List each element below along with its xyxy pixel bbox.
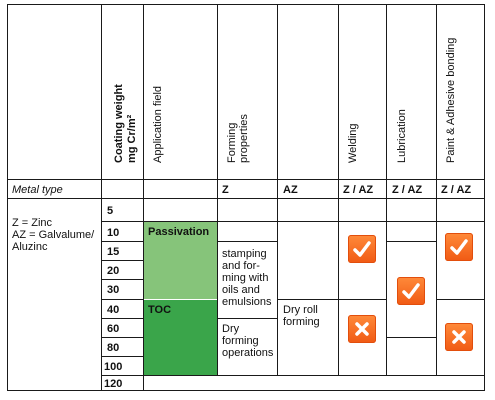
passivation-label: Passivation	[148, 226, 210, 238]
coating-weight-100: 100	[104, 361, 123, 373]
legend-galvalume: AZ = Galvalume/	[12, 229, 95, 241]
coating-weight-30: 30	[107, 284, 120, 296]
coating-weight-20: 20	[107, 265, 120, 277]
cross-icon	[445, 323, 473, 351]
coating-weight-5: 5	[107, 205, 114, 217]
legend-aluzinc: Aluzinc	[12, 241, 48, 253]
header-paint-adhesive: Paint & Adhesive bonding	[445, 37, 457, 163]
coating-weight-80: 80	[107, 342, 120, 354]
legend-zinc: Z = Zinc	[12, 217, 53, 229]
coating-weight-60: 60	[107, 323, 120, 335]
forming-az-label: AZ	[283, 184, 298, 196]
header-lubrication: Lubrication	[396, 109, 408, 163]
forming-z-label: Z	[222, 184, 229, 196]
lubrication-metal-label: Z / AZ	[392, 184, 423, 196]
toc-block	[144, 300, 217, 375]
forming-az-text: Dry roll forming	[283, 304, 320, 328]
coating-weight-15: 15	[107, 246, 120, 258]
header-application-field: Application field	[152, 85, 164, 163]
passivation-block	[144, 222, 217, 299]
metal-type-label: Metal type	[12, 184, 63, 196]
check-icon	[397, 277, 425, 305]
forming-z-wet-text: stamping and for- ming with oils and emu…	[222, 248, 272, 308]
check-icon	[445, 233, 473, 261]
coating-weight-120: 120	[104, 378, 123, 390]
forming-z-dry-text: Dry forming operations	[222, 323, 274, 359]
header-coating-weight: Coating weight mg Cr/m²	[113, 84, 138, 163]
header-forming-properties: Forming properties	[226, 114, 250, 163]
coating-weight-40: 40	[107, 304, 120, 316]
check-icon	[348, 235, 376, 263]
cross-icon	[348, 315, 376, 343]
paint-metal-label: Z / AZ	[441, 184, 472, 196]
header-welding: Welding	[347, 123, 359, 163]
legend: Z = Zinc AZ = Galvalume/ Aluzinc	[12, 217, 94, 253]
coating-weight-10: 10	[107, 227, 120, 239]
toc-label: TOC	[148, 304, 172, 316]
welding-metal-label: Z / AZ	[343, 184, 374, 196]
